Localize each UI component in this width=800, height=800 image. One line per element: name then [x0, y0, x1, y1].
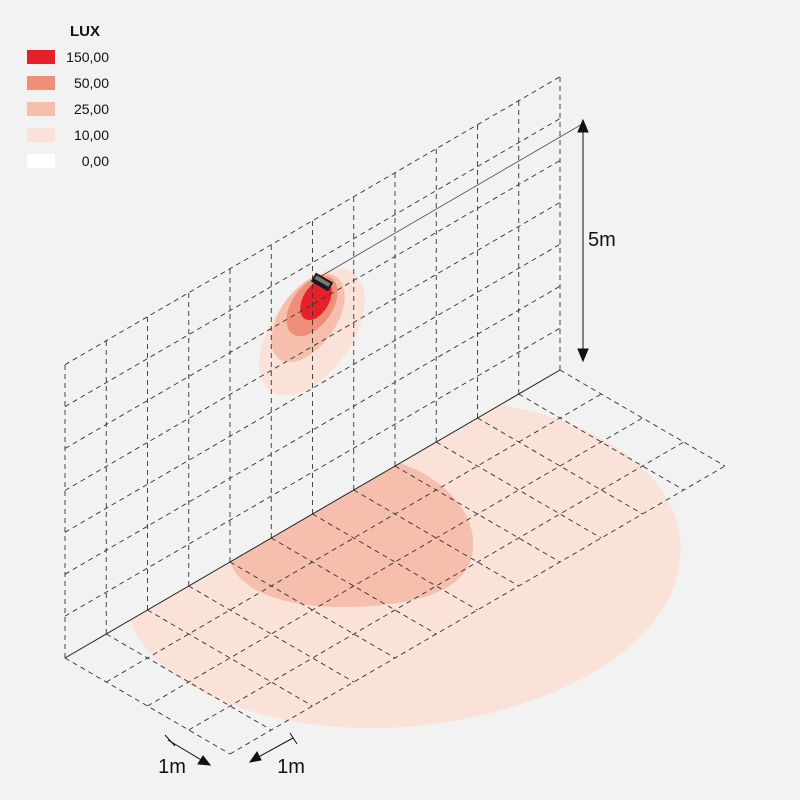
- legend-swatch: [27, 128, 55, 142]
- grid-line: [271, 537, 437, 635]
- grid-line: [477, 417, 643, 515]
- grid-line: [64, 118, 561, 407]
- legend-swatch: [27, 154, 55, 168]
- arrow: [197, 755, 212, 766]
- tick: [289, 732, 298, 745]
- grid-line: [64, 160, 561, 449]
- grid-line: [229, 465, 726, 755]
- grid-line: [106, 393, 602, 683]
- height-label: 5m: [588, 229, 616, 251]
- legend-label: 25,00: [74, 101, 109, 117]
- legend-label: 10,00: [74, 127, 109, 143]
- legend-label: 150,00: [66, 49, 109, 65]
- grid-line: [64, 327, 561, 617]
- light-pools: [130, 268, 681, 729]
- cell-dimensions: [164, 732, 298, 766]
- legend-swatch: [27, 102, 55, 116]
- legend-label: 50,00: [74, 75, 109, 91]
- fixture-lens: [314, 275, 331, 287]
- grid-line: [394, 465, 561, 563]
- grid-line: [436, 441, 602, 539]
- grid-line: [229, 561, 396, 659]
- grid-line: [64, 76, 561, 366]
- fixture: [310, 272, 334, 292]
- grid: [64, 76, 726, 755]
- grid-line: [353, 489, 519, 587]
- tick: [164, 734, 176, 747]
- cell-label: 1m: [158, 756, 186, 778]
- legend-title: LUX: [70, 23, 100, 40]
- grid-line: [147, 417, 643, 707]
- arrow: [248, 751, 262, 763]
- cell-label: 1m: [277, 756, 305, 778]
- legend: 150,00 50,00 25,00 10,00 0,00: [27, 49, 109, 169]
- grid-line: [518, 393, 684, 491]
- grid-line: [188, 585, 354, 683]
- grid-line: [559, 369, 726, 467]
- legend-label: 0,00: [82, 153, 109, 169]
- grid-line: [312, 513, 478, 611]
- grid-line: [64, 243, 561, 533]
- legend-swatch: [27, 76, 55, 90]
- grid-line: [64, 657, 231, 755]
- floor-pool-inner: [230, 463, 474, 608]
- wall-base: [64, 369, 561, 659]
- grid-line: [64, 202, 561, 491]
- arrow: [577, 118, 589, 133]
- grid-line: [188, 441, 684, 731]
- grid-line: [147, 609, 313, 707]
- height-dimension: [577, 118, 589, 363]
- grid-line: [64, 285, 561, 575]
- legend-swatch: [27, 50, 55, 64]
- mount-line: [317, 122, 585, 279]
- wall-pool-150: [300, 279, 332, 321]
- grid-line: [106, 633, 272, 731]
- arrow: [577, 348, 589, 363]
